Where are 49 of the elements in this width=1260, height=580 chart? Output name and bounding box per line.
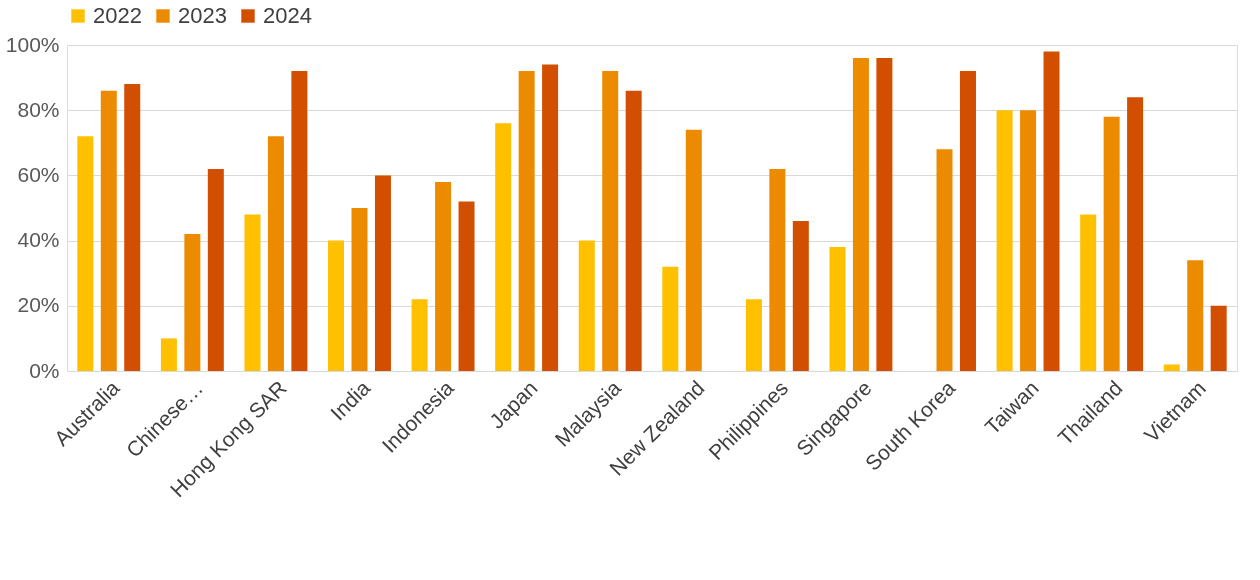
bar — [1210, 305, 1227, 371]
bar — [662, 266, 679, 371]
bar — [351, 208, 368, 371]
bar — [792, 221, 809, 371]
bar — [244, 214, 261, 371]
bar — [184, 234, 201, 371]
bar — [602, 71, 619, 371]
y-tick-label: 60% — [17, 162, 60, 186]
bar — [936, 149, 953, 371]
bar — [996, 110, 1013, 371]
bar — [374, 175, 391, 371]
bar — [207, 168, 224, 371]
bar — [1080, 214, 1097, 371]
bar — [291, 71, 308, 371]
bar — [458, 201, 475, 371]
bar — [542, 64, 559, 371]
bar — [1187, 260, 1204, 371]
bar — [829, 247, 846, 371]
bar — [745, 299, 762, 371]
bar — [578, 240, 595, 371]
y-tick-label: 40% — [17, 228, 60, 252]
bar — [160, 338, 177, 371]
legend-label: 2023 — [178, 3, 227, 28]
legend-label: 2024 — [263, 3, 312, 28]
bar — [1020, 110, 1037, 371]
y-tick-label: 80% — [17, 97, 60, 121]
bar — [411, 299, 428, 371]
bar — [685, 129, 702, 371]
y-tick-label: 0% — [29, 358, 60, 382]
y-tick-label: 20% — [17, 293, 60, 317]
bar — [1163, 364, 1180, 371]
bar — [267, 136, 284, 371]
legend-label: 2022 — [93, 3, 142, 28]
bar — [100, 90, 117, 371]
bar — [495, 123, 512, 371]
bar — [876, 58, 893, 371]
bar — [1127, 97, 1144, 371]
bar — [328, 240, 345, 371]
bar — [435, 181, 452, 371]
bar — [124, 84, 141, 371]
bar — [769, 168, 786, 371]
bar — [959, 71, 976, 371]
bar — [625, 90, 642, 371]
bar — [1043, 51, 1060, 371]
bar — [852, 58, 869, 371]
y-tick-label: 100% — [5, 32, 60, 56]
bar — [1103, 116, 1120, 371]
bar — [77, 136, 94, 371]
bar — [518, 71, 535, 371]
